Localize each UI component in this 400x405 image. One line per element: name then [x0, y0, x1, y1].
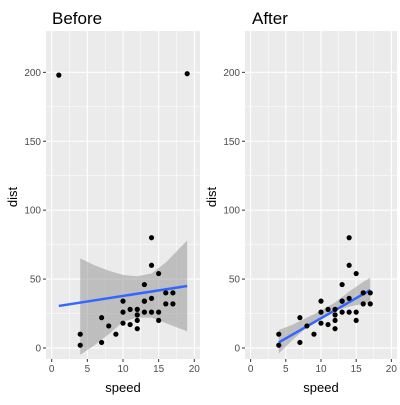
data-point — [339, 281, 345, 288]
data-point — [332, 312, 338, 318]
data-point — [77, 342, 83, 348]
data-point — [156, 309, 162, 315]
data-point — [106, 323, 112, 329]
data-point — [325, 306, 331, 312]
data-point — [325, 321, 331, 328]
data-point — [77, 331, 83, 337]
data-point — [332, 317, 338, 324]
data-point — [311, 331, 317, 337]
data-point — [141, 309, 147, 315]
data-point — [148, 295, 155, 301]
data-point — [353, 317, 359, 324]
data-point — [353, 270, 359, 277]
data-point — [339, 298, 345, 304]
y-tick-label: 0 — [234, 343, 240, 354]
data-point — [304, 323, 310, 329]
data-point — [170, 290, 176, 296]
data-point — [127, 321, 133, 328]
x-tick-label: 15 — [351, 364, 363, 375]
panel-title: Before — [52, 9, 102, 28]
data-point — [56, 72, 62, 78]
data-point — [346, 235, 352, 241]
y-tick-label: 100 — [24, 206, 41, 217]
x-tick-label: 0 — [248, 364, 254, 375]
data-point — [99, 339, 105, 346]
regression-line — [58, 284, 188, 308]
data-point — [170, 301, 176, 307]
data-point — [346, 295, 352, 301]
data-point — [148, 262, 155, 268]
data-point — [148, 235, 155, 241]
y-tick-label: 200 — [24, 68, 41, 79]
data-point — [297, 315, 303, 321]
data-point — [148, 309, 155, 315]
data-point — [332, 306, 338, 312]
data-point — [163, 290, 169, 296]
y-tick-label: 150 — [24, 137, 41, 148]
x-tick-label: 5 — [85, 364, 91, 375]
data-point — [367, 301, 373, 307]
x-tick-label: 10 — [117, 364, 129, 375]
y-axis-label: dist — [204, 186, 219, 207]
data-point — [360, 290, 366, 296]
y-axis-label: dist — [5, 186, 20, 207]
data-point — [318, 309, 324, 315]
x-axis-label: speed — [303, 380, 338, 395]
y-tick-label: 100 — [223, 206, 240, 217]
data-point — [332, 326, 338, 332]
data-point — [339, 309, 345, 315]
data-point — [346, 262, 352, 268]
panel-title: After — [252, 9, 288, 28]
data-point — [318, 298, 324, 304]
y-tick-label: 50 — [30, 275, 42, 286]
y-tick-label: 150 — [223, 137, 240, 148]
data-point — [353, 309, 359, 315]
data-point — [297, 339, 303, 346]
regression-line — [278, 289, 371, 344]
data-point — [367, 290, 373, 296]
data-point — [318, 320, 324, 326]
data-point — [120, 309, 126, 315]
data-point — [134, 317, 140, 324]
data-point — [163, 301, 169, 307]
data-point — [120, 298, 126, 304]
y-tick-label: 0 — [35, 343, 41, 354]
data-point — [276, 331, 282, 337]
x-tick-label: 15 — [153, 364, 165, 375]
data-point — [99, 315, 105, 321]
x-tick-label: 20 — [189, 364, 201, 375]
data-point — [184, 71, 190, 77]
y-tick-label: 200 — [223, 68, 240, 79]
data-point — [276, 342, 282, 348]
x-tick-label: 5 — [283, 364, 289, 375]
data-point — [134, 306, 140, 312]
data-point — [141, 298, 147, 304]
data-point — [141, 281, 147, 288]
x-tick-label: 10 — [315, 364, 327, 375]
y-tick-label: 50 — [229, 275, 241, 286]
data-point — [346, 309, 352, 315]
data-point — [113, 331, 119, 337]
data-point — [127, 306, 133, 312]
x-tick-label: 0 — [49, 364, 55, 375]
data-point — [156, 317, 162, 324]
data-point — [156, 270, 162, 277]
x-tick-label: 20 — [386, 364, 398, 375]
x-axis-label: speed — [105, 380, 140, 395]
data-point — [134, 326, 140, 332]
data-point — [120, 320, 126, 326]
data-point — [360, 301, 366, 307]
data-point — [134, 312, 140, 318]
